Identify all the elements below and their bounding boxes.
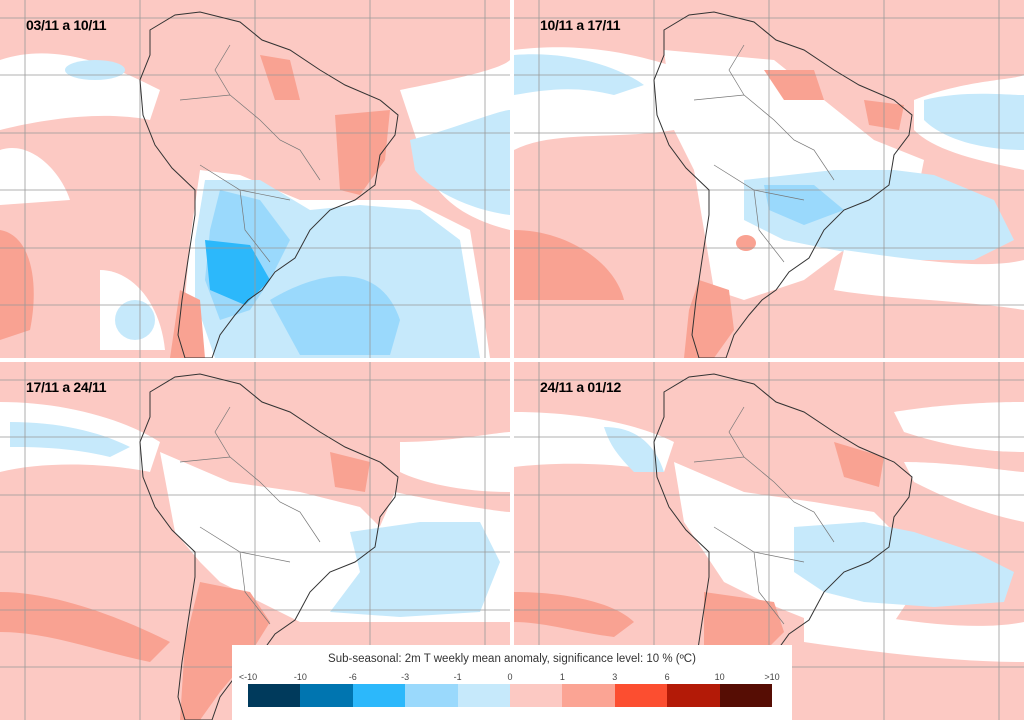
panel-title: 17/11 a 24/11	[26, 379, 107, 395]
legend-tick-label: -6	[348, 672, 357, 682]
panel-title: 10/11 a 17/11	[540, 17, 621, 33]
panel-title: 03/11 a 10/11	[26, 17, 107, 33]
legend-tick-label: 0	[507, 672, 513, 682]
panel-title: 24/11 a 01/12	[540, 379, 621, 395]
legend-swatch	[667, 684, 720, 707]
legend-tick-label: 1	[559, 672, 565, 682]
legend-tick-label: -3	[401, 672, 410, 682]
legend-tick-label: 10	[714, 672, 725, 682]
legend-tick-label: -10	[293, 672, 307, 682]
legend-title: Sub-seasonal: 2m T weekly mean anomaly, …	[328, 653, 696, 665]
anomaly-map	[514, 0, 1024, 358]
legend-colorbar	[248, 684, 773, 707]
map-panel-week-3: 17/11 a 24/11	[0, 362, 510, 720]
legend-swatch	[300, 684, 353, 707]
legend-tick-label: 6	[664, 672, 670, 682]
legend-swatch	[614, 684, 668, 707]
map-panel-week-2: 10/11 a 17/11	[514, 0, 1024, 358]
anomaly-map	[0, 362, 510, 720]
anomaly-map	[0, 0, 510, 358]
map-panel-week-1: 03/11 a 10/11	[0, 0, 510, 358]
legend-swatch	[248, 684, 301, 707]
legend-swatch	[562, 684, 615, 707]
legend-swatch	[405, 684, 458, 707]
legend-swatch	[510, 684, 563, 707]
legend-swatch	[352, 684, 406, 707]
legend-tick-label: 3	[612, 672, 618, 682]
legend-swatch	[719, 684, 773, 707]
legend-tick-label: -1	[453, 672, 462, 682]
legend-tick-label: >10	[764, 672, 780, 682]
legend-tick-label: <-10	[238, 672, 258, 682]
legend-swatch	[457, 684, 511, 707]
color-legend: Sub-seasonal: 2m T weekly mean anomaly, …	[232, 645, 792, 720]
